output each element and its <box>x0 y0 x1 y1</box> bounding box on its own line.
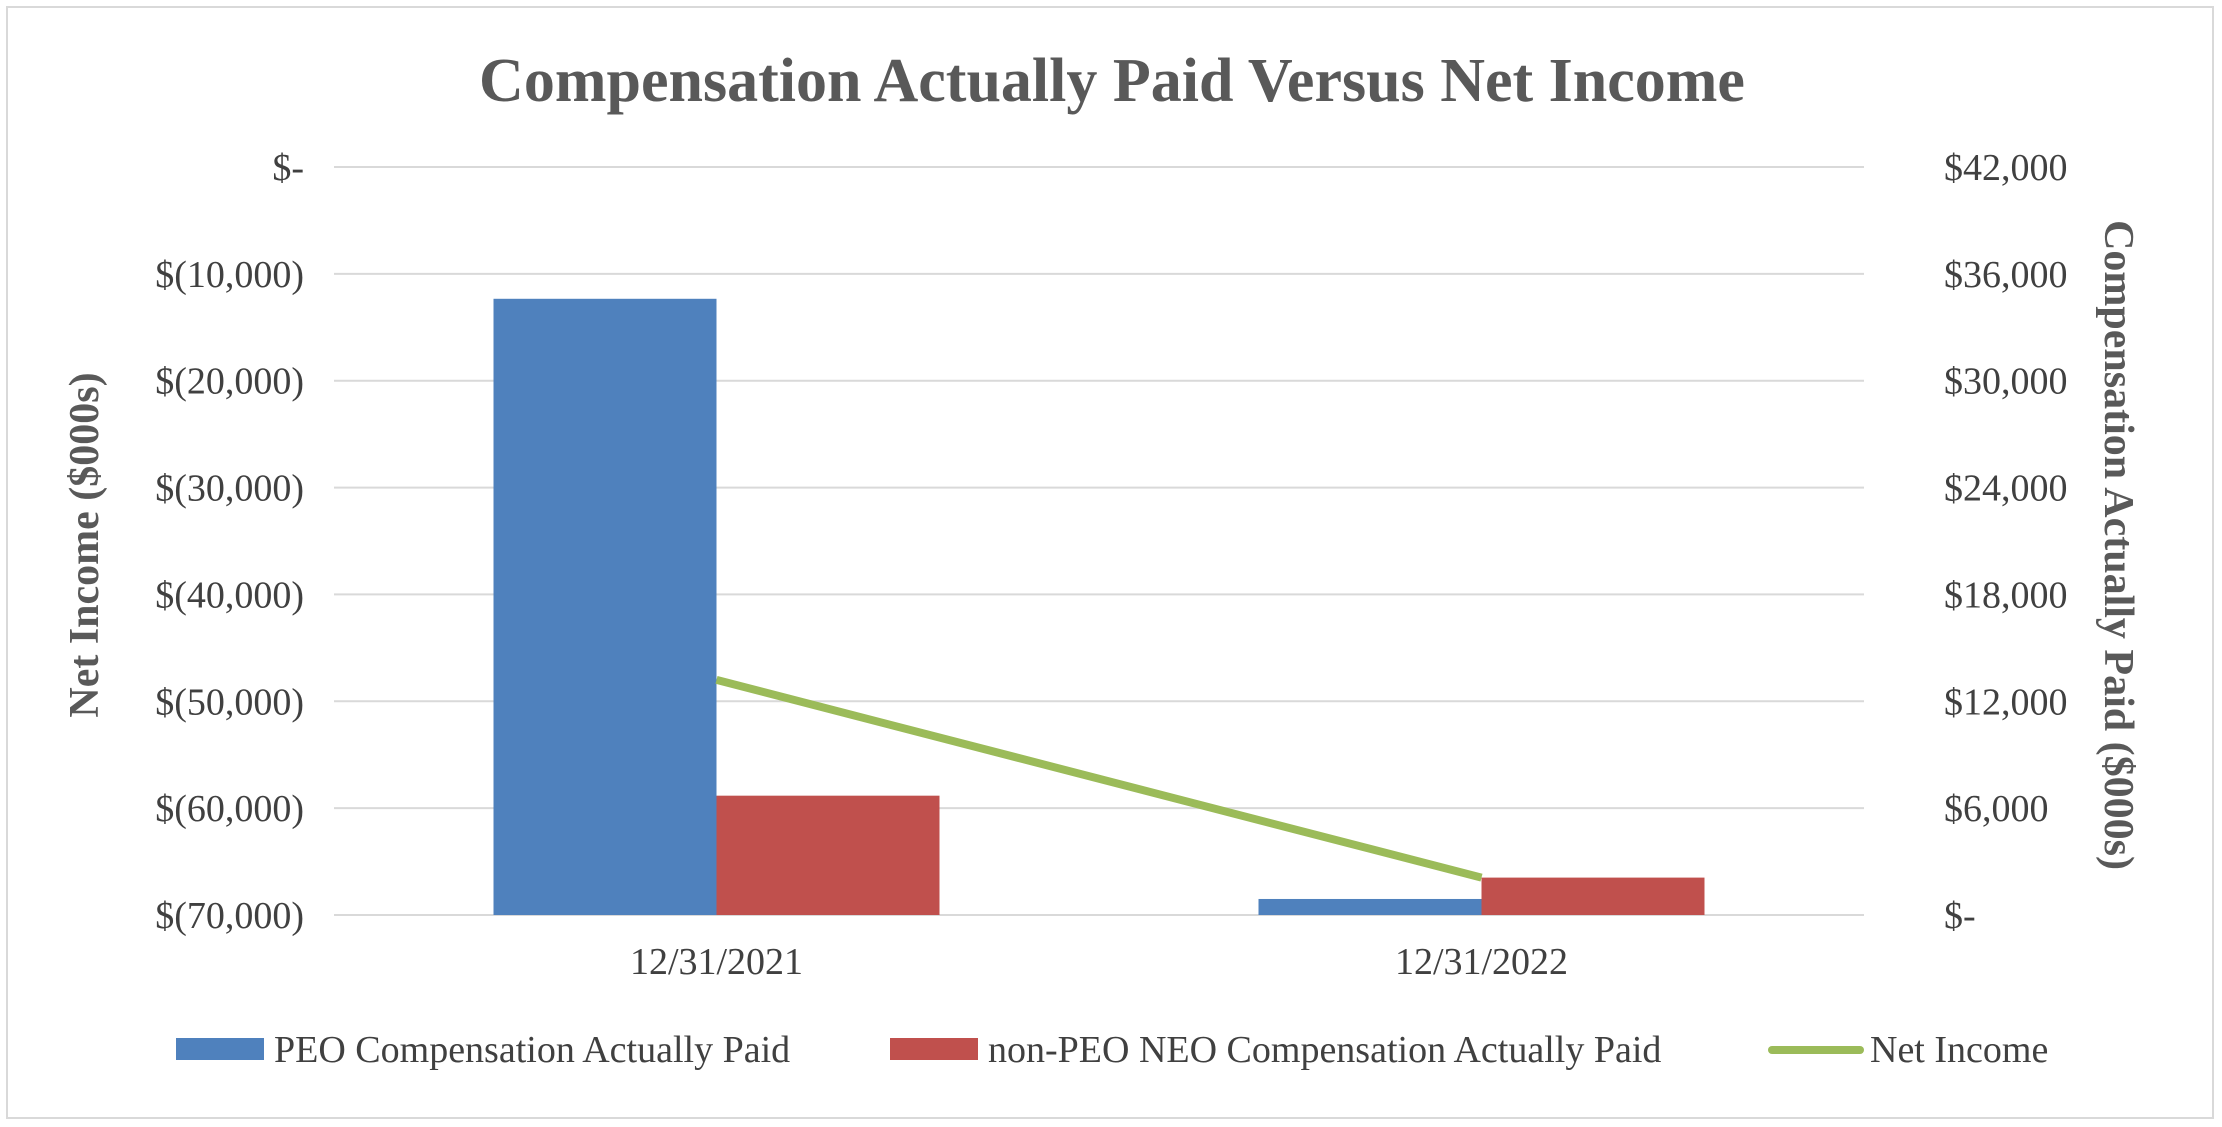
category-label: 12/31/2022 <box>1395 941 1568 983</box>
left-tick-label: $(40,000) <box>155 574 304 616</box>
net-income-line <box>715 676 1483 882</box>
right-tick-label: $18,000 <box>1944 574 2068 616</box>
chart-frame: Compensation Actually Paid Versus Net In… <box>6 6 2214 1119</box>
right-tick-label: $24,000 <box>1944 468 2068 510</box>
right-tick-label: $36,000 <box>1944 254 2068 296</box>
left-tick-label: $(30,000) <box>155 468 304 510</box>
legend: PEO Compensation Actually Paid non-PEO N… <box>176 1029 2048 1071</box>
legend-label-peo: PEO Compensation Actually Paid <box>274 1029 790 1071</box>
category-labels: 12/31/2021 12/31/2022 <box>630 941 1568 983</box>
bar-non-peo-2 <box>1481 877 1705 915</box>
left-axis-ticks: $- $(10,000) $(20,000) $(30,000) $(40,000) $(… <box>155 147 304 937</box>
right-tick-label: $6,000 <box>1944 788 2049 830</box>
chart-title: Compensation Actually Paid Versus Net In… <box>479 47 1745 115</box>
right-tick-label: $12,000 <box>1944 681 2068 723</box>
net-income-line-layer <box>715 676 1483 882</box>
left-tick-label: $- <box>272 147 304 189</box>
right-tick-label: $30,000 <box>1944 361 2068 403</box>
left-tick-label: $(70,000) <box>155 895 304 937</box>
bar-peo-1 <box>493 298 717 915</box>
bar-peo-2 <box>1258 898 1482 915</box>
left-tick-label: $(10,000) <box>155 254 304 296</box>
left-tick-label: $(20,000) <box>155 361 304 403</box>
legend-item-peo: PEO Compensation Actually Paid <box>176 1029 790 1071</box>
legend-swatch-non-peo <box>890 1038 978 1060</box>
legend-item-non-peo: non-PEO NEO Compensation Actually Paid <box>890 1029 1661 1071</box>
legend-label-non-peo: non-PEO NEO Compensation Actually Paid <box>988 1029 1661 1071</box>
bar-non-peo-1 <box>716 795 940 915</box>
right-tick-label: $- <box>1944 895 1976 937</box>
left-axis-title: Net Income ($000s) <box>62 372 108 717</box>
left-tick-label: $(60,000) <box>155 788 304 830</box>
right-axis-title: Compensation Actually Paid ($000s) <box>2095 220 2141 870</box>
chart-svg: Compensation Actually Paid Versus Net In… <box>62 47 2141 1071</box>
right-tick-label: $42,000 <box>1944 147 2068 189</box>
legend-label-net-income: Net Income <box>1870 1029 2048 1071</box>
legend-item-net-income: Net Income <box>1768 1029 2048 1071</box>
left-tick-label: $(50,000) <box>155 681 304 723</box>
bars <box>493 298 1705 915</box>
right-axis-ticks: $42,000 $36,000 $30,000 $24,000 $18,000 $12,0… <box>1944 147 2068 937</box>
category-label: 12/31/2021 <box>630 941 803 983</box>
legend-swatch-peo <box>176 1038 264 1060</box>
